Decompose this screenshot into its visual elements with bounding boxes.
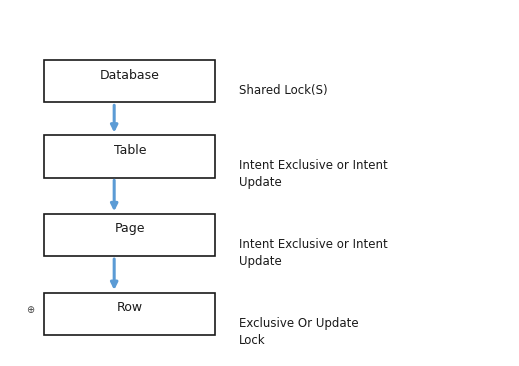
Text: Table: Table	[114, 143, 146, 157]
Text: Shared Lock(S): Shared Lock(S)	[239, 84, 327, 97]
Text: Exclusive Or Update
Lock: Exclusive Or Update Lock	[239, 317, 358, 347]
Text: Intent Exclusive or Intent
Update: Intent Exclusive or Intent Update	[239, 238, 388, 268]
Bar	[44, 135, 215, 178]
Text: Intent Exclusive or Intent
Update: Intent Exclusive or Intent Update	[239, 159, 388, 189]
Text: Database: Database	[100, 68, 160, 82]
Bar	[44, 214, 215, 256]
Text: Row: Row	[117, 301, 143, 314]
Text: Page: Page	[115, 222, 145, 235]
Bar	[44, 293, 215, 335]
Text: ⊕: ⊕	[26, 305, 34, 315]
Bar	[44, 60, 215, 102]
